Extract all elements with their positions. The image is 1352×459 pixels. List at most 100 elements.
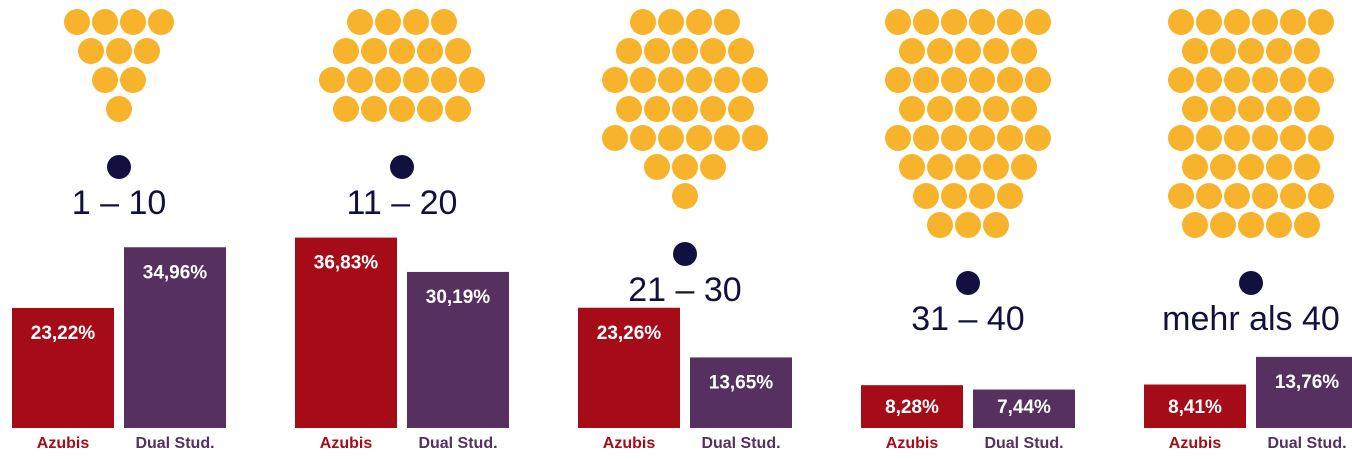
decor-dot: [899, 96, 925, 122]
decor-dot: [658, 9, 684, 35]
decor-dot: [1168, 9, 1194, 35]
decor-dot: [361, 96, 387, 122]
decor-dot: [686, 67, 712, 93]
decor-dot: [1224, 67, 1250, 93]
decor-dot: [1011, 96, 1037, 122]
decor-dot: [1252, 125, 1278, 151]
value-label: 8,41%: [1168, 397, 1222, 418]
decor-dot: [78, 38, 104, 64]
decor-dot: [1266, 154, 1292, 180]
decor-dot: [644, 38, 670, 64]
series-label: Dual Stud.: [984, 435, 1063, 452]
decor-dot: [913, 67, 939, 93]
value-label: 8,28%: [885, 397, 939, 418]
decor-dot: [1224, 9, 1250, 35]
decor-dot: [375, 9, 401, 35]
decor-dot: [955, 38, 981, 64]
bar: [407, 271, 509, 428]
decor-dot: [1280, 125, 1306, 151]
decor-dot: [1210, 212, 1236, 238]
decor-dot: [1308, 9, 1334, 35]
decor-dot: [997, 125, 1023, 151]
value-label: 36,83%: [314, 253, 379, 274]
marker-dot: [673, 242, 697, 266]
series-label: Dual Stud.: [1267, 435, 1346, 452]
decor-dot: [1196, 125, 1222, 151]
bar: [861, 385, 963, 428]
decor-dot: [630, 125, 656, 151]
decor-dot: [969, 183, 995, 209]
decor-dot: [941, 9, 967, 35]
decor-dot: [955, 96, 981, 122]
value-label: 30,19%: [426, 287, 491, 308]
decor-dot: [1210, 96, 1236, 122]
decor-dot: [1266, 96, 1292, 122]
decor-dot: [997, 9, 1023, 35]
decor-dot: [616, 38, 642, 64]
series-label: Dual Stud.: [418, 435, 497, 452]
decor-dot: [969, 67, 995, 93]
decor-dot: [134, 38, 160, 64]
decor-dot: [700, 96, 726, 122]
decor-dot: [913, 183, 939, 209]
decor-dot: [1210, 154, 1236, 180]
decor-dot: [672, 96, 698, 122]
decor-dot: [885, 67, 911, 93]
value-label: 23,22%: [31, 323, 96, 344]
decor-dot: [1182, 96, 1208, 122]
decor-dot: [1238, 154, 1264, 180]
decor-dot: [1025, 125, 1051, 151]
decor-dot: [941, 125, 967, 151]
decor-dot: [672, 38, 698, 64]
decor-dot: [1196, 183, 1222, 209]
decor-dot: [885, 125, 911, 151]
decor-dot: [700, 38, 726, 64]
decor-dot: [714, 67, 740, 93]
decor-dot: [941, 183, 967, 209]
decor-dot: [1011, 154, 1037, 180]
group-label: 1 – 10: [72, 184, 167, 222]
decor-dot: [347, 67, 373, 93]
decor-dot: [742, 67, 768, 93]
decor-dot: [1224, 183, 1250, 209]
decor-dot: [1196, 67, 1222, 93]
decor-dot: [445, 96, 471, 122]
decor-dot: [347, 9, 373, 35]
decor-dot: [672, 183, 698, 209]
decor-dot: [1025, 67, 1051, 93]
decor-dot: [1196, 9, 1222, 35]
decor-dot: [885, 9, 911, 35]
decor-dot: [1252, 67, 1278, 93]
decor-dot: [106, 96, 132, 122]
decor-dot: [913, 125, 939, 151]
decor-dot: [700, 154, 726, 180]
decor-dot: [92, 9, 118, 35]
decor-dot: [1280, 9, 1306, 35]
decor-dot: [969, 125, 995, 151]
decor-dot: [1182, 212, 1208, 238]
value-label: 34,96%: [143, 262, 208, 283]
decor-dot: [997, 183, 1023, 209]
decor-dot: [714, 9, 740, 35]
decor-dot: [714, 125, 740, 151]
decor-dot: [658, 67, 684, 93]
decor-dot: [1294, 96, 1320, 122]
marker-dot: [956, 271, 980, 295]
decor-dot: [1238, 96, 1264, 122]
decor-dot: [417, 96, 443, 122]
decor-dot: [602, 125, 628, 151]
decor-dot: [686, 9, 712, 35]
series-label: Azubis: [1169, 435, 1222, 452]
group-label: 11 – 20: [347, 184, 458, 222]
decor-dot: [630, 67, 656, 93]
decor-dot: [1266, 212, 1292, 238]
decor-dot: [389, 38, 415, 64]
decor-dot: [120, 9, 146, 35]
decor-dot: [64, 9, 90, 35]
decor-dot: [899, 38, 925, 64]
decor-dot: [742, 125, 768, 151]
decor-dot: [983, 96, 1009, 122]
decor-dot: [941, 67, 967, 93]
decor-dot: [1280, 183, 1306, 209]
decor-dot: [983, 154, 1009, 180]
